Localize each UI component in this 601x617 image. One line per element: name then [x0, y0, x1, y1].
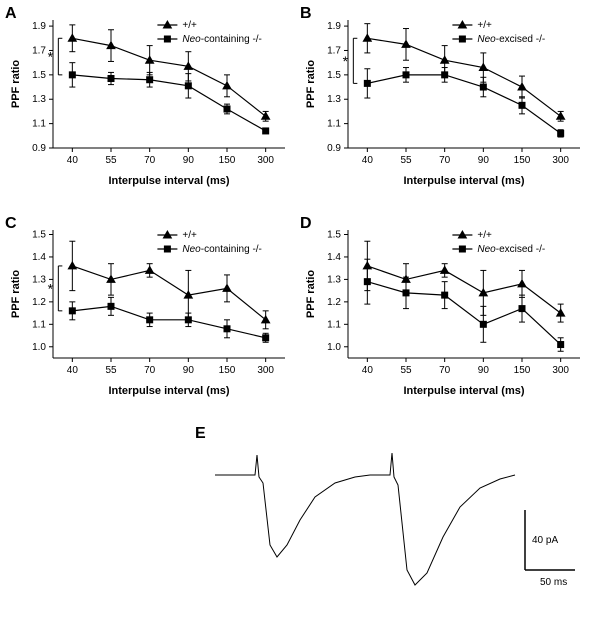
svg-text:1.1: 1.1: [32, 319, 46, 330]
svg-text:40: 40: [67, 155, 79, 166]
svg-text:+/+: +/+: [477, 20, 492, 31]
svg-text:+/+: +/+: [477, 230, 492, 241]
svg-text:55: 55: [105, 155, 117, 166]
svg-text:PPF ratio: PPF ratio: [305, 60, 317, 109]
svg-text:+/+: +/+: [182, 20, 197, 31]
svg-text:1.0: 1.0: [32, 342, 46, 353]
svg-text:150: 150: [219, 155, 236, 166]
scale-y-label: 40 pA: [532, 535, 558, 546]
svg-text:300: 300: [257, 365, 274, 376]
panel-a: A 0.91.11.31.51.71.940557090150300Interp…: [5, 5, 295, 195]
panel-c: C 1.01.11.21.31.41.540557090150300Interp…: [5, 215, 295, 405]
svg-text:55: 55: [400, 155, 412, 166]
svg-text:1.5: 1.5: [327, 70, 341, 81]
svg-text:PPF ratio: PPF ratio: [305, 270, 317, 319]
svg-text:300: 300: [552, 155, 569, 166]
svg-text:*: *: [48, 49, 54, 65]
panel-e-label: E: [195, 425, 206, 443]
svg-text:55: 55: [105, 365, 117, 376]
svg-text:90: 90: [478, 155, 490, 166]
svg-text:Neo-containing -/-: Neo-containing -/-: [182, 244, 262, 255]
svg-text:40: 40: [67, 365, 79, 376]
svg-text:Interpulse interval (ms): Interpulse interval (ms): [108, 175, 229, 187]
svg-text:+/+: +/+: [182, 230, 197, 241]
svg-text:1.5: 1.5: [32, 229, 46, 240]
svg-text:1.1: 1.1: [327, 319, 341, 330]
chart-b: 0.9 1.1 1.3 1.5 1.7 1.9 40 55 70 90 150 300 Interpul…: [300, 5, 590, 190]
svg-text:1.3: 1.3: [327, 274, 341, 285]
svg-text:1.4: 1.4: [327, 252, 341, 263]
svg-text:90: 90: [183, 365, 195, 376]
svg-text:1.5: 1.5: [327, 229, 341, 240]
svg-text:70: 70: [439, 155, 451, 166]
svg-text:Neo-excised -/-: Neo-excised -/-: [477, 34, 545, 45]
svg-text:*: *: [343, 53, 349, 69]
svg-text:70: 70: [144, 365, 156, 376]
svg-text:1.3: 1.3: [32, 274, 46, 285]
svg-text:300: 300: [552, 365, 569, 376]
chart-d: 1.0 1.1 1.2 1.3 1.4 1.5 40 55 70 90 150 300 Interpul…: [300, 215, 590, 400]
panel-b: B 0.91.11.31.51.71.940557090150300Interp…: [300, 5, 590, 195]
svg-text:Neo-containing -/-: Neo-containing -/-: [182, 34, 262, 45]
svg-text:1.9: 1.9: [327, 21, 341, 32]
svg-text:55: 55: [400, 365, 412, 376]
svg-text:1.1: 1.1: [327, 119, 341, 130]
svg-text:1.7: 1.7: [32, 45, 46, 56]
svg-text:Interpulse interval (ms): Interpulse interval (ms): [403, 385, 524, 397]
svg-text:40: 40: [362, 155, 374, 166]
svg-text:1.3: 1.3: [32, 94, 46, 105]
svg-text:150: 150: [219, 365, 236, 376]
scale-x-label: 50 ms: [540, 577, 567, 588]
svg-text:1.3: 1.3: [327, 94, 341, 105]
svg-text:300: 300: [257, 155, 274, 166]
svg-text:150: 150: [514, 365, 531, 376]
svg-text:1.7: 1.7: [327, 45, 341, 56]
svg-text:1.0: 1.0: [327, 342, 341, 353]
chart-a: 0.9 1.1 1.3 1.5 1.7 1.9 40 55 70 90 150 300 Interpul…: [5, 5, 295, 190]
svg-text:1.5: 1.5: [32, 70, 46, 81]
svg-text:PPF ratio: PPF ratio: [10, 60, 22, 109]
svg-text:Interpulse interval (ms): Interpulse interval (ms): [108, 385, 229, 397]
svg-text:*: *: [48, 280, 54, 296]
svg-text:0.9: 0.9: [32, 143, 46, 154]
svg-text:Neo-excised -/-: Neo-excised -/-: [477, 244, 545, 255]
panel-d: D 1.01.11.21.31.41.540557090150300Interp…: [300, 215, 590, 405]
svg-text:1.9: 1.9: [32, 21, 46, 32]
svg-text:1.4: 1.4: [32, 252, 46, 263]
svg-text:90: 90: [478, 365, 490, 376]
svg-text:0.9: 0.9: [327, 143, 341, 154]
svg-text:150: 150: [514, 155, 531, 166]
svg-text:70: 70: [144, 155, 156, 166]
svg-text:40: 40: [362, 365, 374, 376]
svg-text:70: 70: [439, 365, 451, 376]
svg-text:PPF ratio: PPF ratio: [10, 270, 22, 319]
panel-e: E 40 pA 50 ms: [195, 425, 575, 610]
trace-e: 40 pA 50 ms: [195, 425, 575, 605]
svg-text:1.2: 1.2: [32, 297, 46, 308]
svg-text:90: 90: [183, 155, 195, 166]
chart-c: 1.0 1.1 1.2 1.3 1.4 1.5 40 55 70 90 150 300 Interpul…: [5, 215, 295, 400]
svg-text:1.2: 1.2: [327, 297, 341, 308]
svg-text:Interpulse interval (ms): Interpulse interval (ms): [403, 175, 524, 187]
svg-text:1.1: 1.1: [32, 119, 46, 130]
